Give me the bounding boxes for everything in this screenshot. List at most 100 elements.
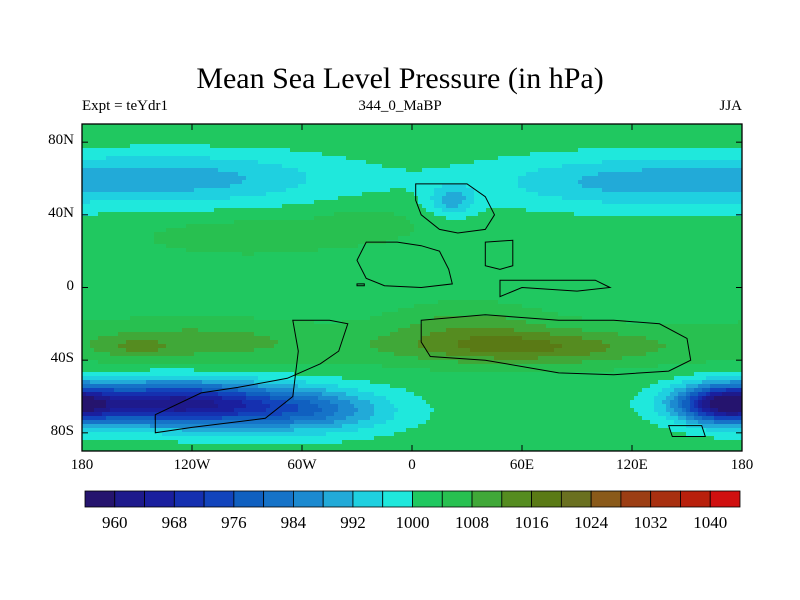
field-cell bbox=[174, 224, 179, 229]
field-cell bbox=[462, 212, 467, 217]
field-cell bbox=[430, 212, 435, 217]
field-cell bbox=[358, 168, 363, 173]
field-cell bbox=[270, 204, 275, 209]
field-cell bbox=[286, 168, 291, 173]
field-cell bbox=[182, 168, 187, 173]
field-cell bbox=[170, 184, 175, 189]
field-cell bbox=[302, 172, 307, 177]
field-cell bbox=[598, 124, 603, 129]
field-cell bbox=[230, 244, 235, 249]
field-cell bbox=[226, 232, 231, 237]
field-cell bbox=[398, 152, 403, 157]
field-cell bbox=[90, 200, 95, 205]
field-cell bbox=[614, 204, 619, 209]
field-cell bbox=[494, 196, 499, 201]
field-cell bbox=[346, 240, 351, 245]
field-cell bbox=[514, 224, 519, 229]
field-cell bbox=[258, 188, 263, 193]
field-cell bbox=[86, 188, 91, 193]
field-cell bbox=[714, 180, 719, 185]
field-cell bbox=[478, 232, 483, 237]
field-cell bbox=[422, 172, 427, 177]
field-cell bbox=[198, 132, 203, 137]
field-cell bbox=[714, 136, 719, 141]
field-cell bbox=[598, 200, 603, 205]
field-cell bbox=[498, 128, 503, 133]
field-cell bbox=[378, 196, 383, 201]
field-cell bbox=[386, 232, 391, 237]
field-cell bbox=[166, 228, 171, 233]
field-cell bbox=[250, 164, 255, 169]
field-cell bbox=[362, 196, 367, 201]
field-cell bbox=[198, 244, 203, 249]
field-cell bbox=[470, 216, 475, 221]
field-cell bbox=[158, 160, 163, 165]
field-cell bbox=[314, 208, 319, 213]
field-cell bbox=[646, 172, 651, 177]
field-cell bbox=[662, 236, 667, 241]
field-cell bbox=[214, 208, 219, 213]
field-cell bbox=[490, 188, 495, 193]
field-cell bbox=[310, 172, 315, 177]
field-cell bbox=[554, 184, 559, 189]
field-cell bbox=[322, 176, 327, 181]
field-cell bbox=[582, 144, 587, 149]
field-cell bbox=[454, 152, 459, 157]
field-cell bbox=[230, 144, 235, 149]
field-cell bbox=[618, 192, 623, 197]
field-cell bbox=[730, 216, 735, 221]
field-cell bbox=[362, 172, 367, 177]
field-cell bbox=[430, 140, 435, 145]
field-cell bbox=[166, 244, 171, 249]
field-cell bbox=[302, 160, 307, 165]
field-cell bbox=[274, 140, 279, 145]
field-cell bbox=[102, 204, 107, 209]
field-cell bbox=[398, 188, 403, 193]
field-cell bbox=[474, 156, 479, 161]
field-cell bbox=[418, 228, 423, 233]
field-cell bbox=[274, 224, 279, 229]
field-cell bbox=[674, 168, 679, 173]
field-cell bbox=[174, 132, 179, 137]
field-cell bbox=[686, 168, 691, 173]
field-cell bbox=[726, 128, 731, 133]
field-cell bbox=[294, 216, 299, 221]
field-cell bbox=[702, 208, 707, 213]
field-cell bbox=[638, 192, 643, 197]
field-cell bbox=[86, 200, 91, 205]
field-cell bbox=[522, 184, 527, 189]
field-cell bbox=[350, 184, 355, 189]
field-cell bbox=[170, 220, 175, 225]
field-cell bbox=[242, 136, 247, 141]
field-cell bbox=[118, 140, 123, 145]
field-cell bbox=[290, 192, 295, 197]
field-cell bbox=[158, 188, 163, 193]
field-cell bbox=[250, 240, 255, 245]
field-cell bbox=[338, 220, 343, 225]
field-cell bbox=[334, 140, 339, 145]
field-cell bbox=[242, 212, 247, 217]
field-cell bbox=[574, 196, 579, 201]
field-cell bbox=[562, 232, 567, 237]
field-cell bbox=[334, 184, 339, 189]
field-cell bbox=[602, 240, 607, 245]
field-cell bbox=[190, 200, 195, 205]
field-cell bbox=[354, 132, 359, 137]
field-cell bbox=[534, 156, 539, 161]
field-cell bbox=[590, 180, 595, 185]
field-cell bbox=[606, 232, 611, 237]
field-cell bbox=[698, 188, 703, 193]
field-cell bbox=[222, 244, 227, 249]
field-cell bbox=[462, 164, 467, 169]
field-cell bbox=[210, 148, 215, 153]
field-cell bbox=[342, 132, 347, 137]
field-cell bbox=[622, 236, 627, 241]
field-cell bbox=[486, 140, 491, 145]
field-cell bbox=[734, 168, 739, 173]
field-cell bbox=[118, 184, 123, 189]
field-cell bbox=[678, 204, 683, 209]
field-cell bbox=[126, 124, 131, 129]
field-cell bbox=[450, 232, 455, 237]
field-cell bbox=[270, 164, 275, 169]
field-cell bbox=[650, 176, 655, 181]
